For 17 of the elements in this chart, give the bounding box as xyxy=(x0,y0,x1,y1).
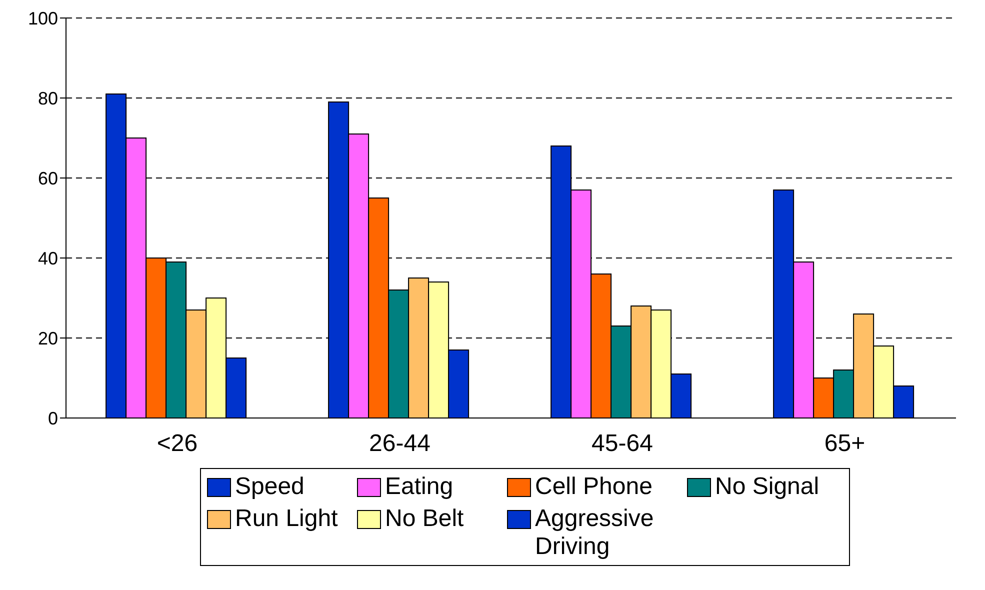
legend-label: Eating xyxy=(385,473,454,501)
y-tick-label: 80 xyxy=(38,88,58,108)
y-tick-label: 40 xyxy=(38,248,58,268)
legend-label: No Belt xyxy=(385,505,464,533)
legend-label: Run Light xyxy=(235,505,338,533)
x-tick-label: 45-64 xyxy=(592,430,653,458)
y-tick-label: 100 xyxy=(28,8,58,28)
legend-label: Cell Phone xyxy=(535,473,652,501)
y-tick-label: 0 xyxy=(48,408,58,428)
x-tick-label: 65+ xyxy=(824,430,866,458)
y-tick-label: 60 xyxy=(38,168,58,188)
legend-label: No Signal xyxy=(715,473,820,501)
x-tick-label: 26-44 xyxy=(369,430,430,458)
legend-label: Aggressive Driving xyxy=(535,505,655,561)
x-tick-label: <26 xyxy=(156,430,198,458)
y-tick-label: 20 xyxy=(38,328,58,348)
legend-label: Speed xyxy=(235,473,304,501)
